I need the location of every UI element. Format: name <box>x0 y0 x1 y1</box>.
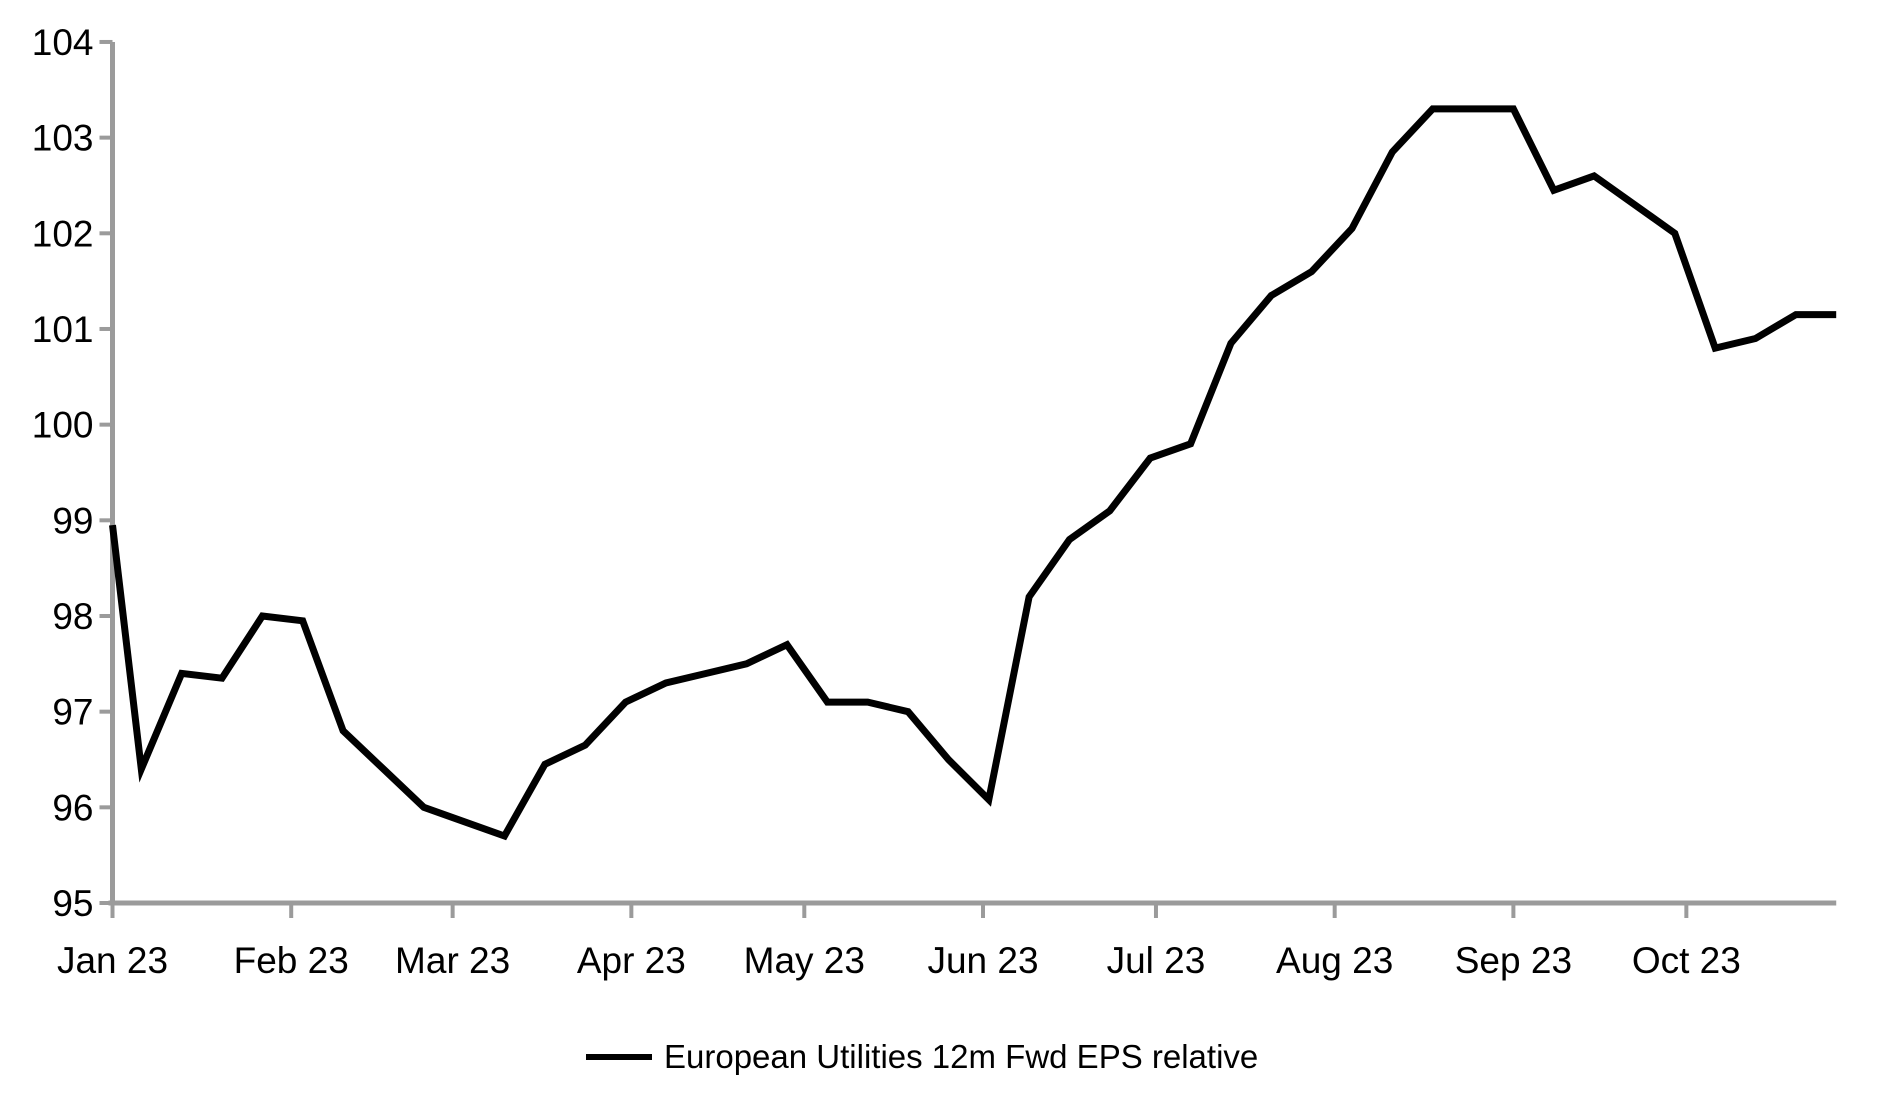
x-tick-label: Mar 23 <box>395 940 510 981</box>
legend-label: European Utilities 12m Fwd EPS relative <box>664 1038 1259 1075</box>
x-tick-label: Oct 23 <box>1632 940 1741 981</box>
y-tick-label: 98 <box>52 596 93 637</box>
y-tick-label: 99 <box>52 500 93 541</box>
x-tick-label: Apr 23 <box>577 940 686 981</box>
legend-line-swatch <box>586 1054 652 1060</box>
series-line-european-utilities-12m-fwd-eps-relative <box>109 105 1837 841</box>
x-tick-label: Feb 23 <box>234 940 349 981</box>
y-tick-label: 97 <box>52 692 93 733</box>
y-tick-label: 100 <box>32 405 94 446</box>
x-tick-label: May 23 <box>744 940 865 981</box>
y-tick-label: 101 <box>32 309 94 350</box>
x-tick-label: Aug 23 <box>1276 940 1393 981</box>
x-tick-label: Jan 23 <box>57 940 168 981</box>
x-tick-label: Sep 23 <box>1455 940 1572 981</box>
y-tick-label: 95 <box>52 883 93 924</box>
x-tick-label: Jul 23 <box>1107 940 1206 981</box>
y-tick-label: 96 <box>52 787 93 828</box>
x-tick-label: Jun 23 <box>927 940 1038 981</box>
y-tick-label: 104 <box>32 22 94 63</box>
y-tick-label: 102 <box>32 213 94 254</box>
y-tick-label: 103 <box>32 118 94 159</box>
legend: European Utilities 12m Fwd EPS relative <box>586 1031 1258 1083</box>
